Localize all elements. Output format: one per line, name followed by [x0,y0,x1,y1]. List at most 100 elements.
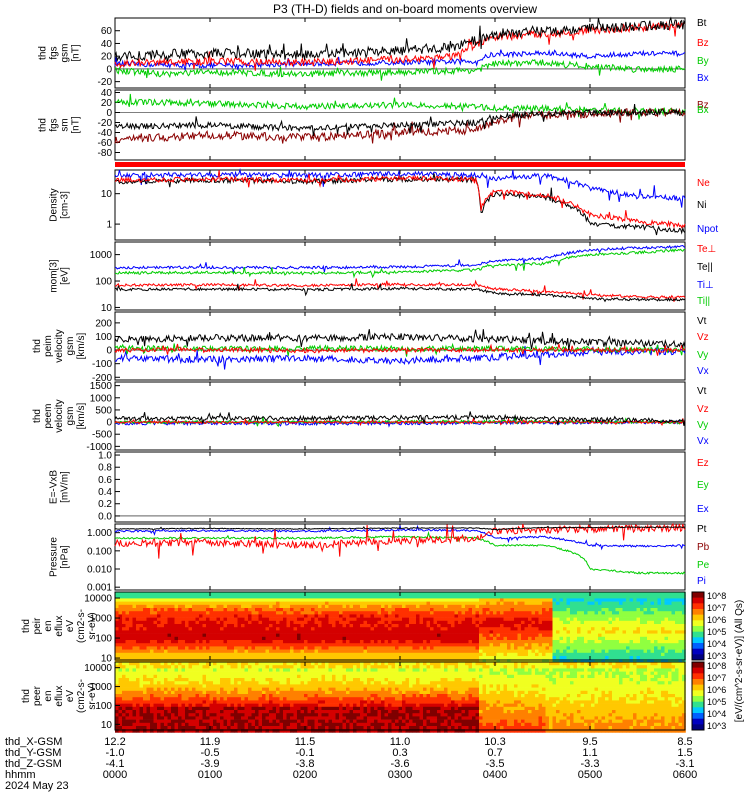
spectrogram-cell [153,674,158,679]
spectrogram-cell [262,640,266,644]
spectrogram-cell [234,668,238,672]
spectrogram-cell [629,627,634,631]
spectrogram-cell [265,636,270,641]
spectrogram-cell [440,656,445,660]
spectrogram-cell [279,624,284,628]
spectrogram-cell [437,659,441,663]
spectrogram-cell [293,656,298,660]
spectrogram-cell [286,681,291,685]
spectrogram-cell [678,643,683,647]
spectrogram-cell [157,620,161,625]
spectrogram-cell [255,617,259,622]
spectrogram-cell [395,633,399,638]
spectrogram-cell [339,640,343,644]
spectrogram-cell [209,729,214,733]
spectrogram-cell [153,659,158,663]
spectrogram-cell [601,633,606,638]
spectrogram-cell [559,636,564,641]
spectrogram-cell [468,604,473,609]
spectrogram-cell [195,656,200,660]
spectrogram-cell [248,719,252,724]
spectrogram-cell [209,668,214,672]
spectrogram-cell [384,601,389,606]
spectrogram-cell [405,617,410,622]
spectrogram-cell [164,678,168,682]
spectrogram-cell [272,662,277,666]
spectrogram-cell [349,656,354,660]
spectrogram-cell [223,646,228,650]
spectrogram-cell [160,656,165,660]
spectrogram-cell [594,614,599,618]
spectrogram-cell [276,620,280,625]
spectrogram-cell [178,674,182,679]
spectrogram-cell [164,700,168,704]
spectrogram-cell [199,706,203,711]
spectrogram-cell [377,614,382,618]
spectrogram-cell [251,649,256,654]
spectrogram-cell [160,611,165,615]
spectrogram-cell [507,640,511,644]
spectrogram-cell [115,620,119,625]
spectrogram-cell [223,656,228,660]
spectrogram-cell [227,608,231,612]
spectrogram-cell [269,611,273,615]
spectrogram-cell [297,649,301,654]
spectrogram-cell [461,659,466,663]
spectrogram-cell [503,592,508,596]
spectrogram-cell [668,643,672,647]
spectrogram-cell [283,700,287,704]
spectrogram-cell [160,687,165,692]
spectrogram-cell [230,640,235,644]
spectrogram-cell [290,633,294,638]
spectrogram-cell [290,595,294,599]
spectrogram-cell [181,678,186,682]
spectrogram-cell [192,595,196,599]
spectrogram-cell [496,640,501,644]
spectrogram-cell [251,640,256,644]
spectrogram-cell [570,656,574,660]
spectrogram-cell [192,674,196,679]
spectrogram-cell [213,687,217,692]
spectrogram-cell [349,608,354,612]
spectrogram-cell [601,595,606,599]
spectrogram-cell [206,656,210,660]
spectrogram-cell [409,614,413,618]
spectrogram-cell [682,630,686,634]
spectrogram-cell [342,624,347,628]
spectrogram-cell [223,678,228,682]
spectrogram-cell [269,617,273,622]
spectrogram-cell [115,640,119,644]
spectrogram-cell [286,665,291,669]
spectrogram-cell [328,656,333,660]
spectrogram-cell [608,627,613,631]
spectrogram-cell [143,652,147,657]
spectrogram-cell [206,726,210,730]
spectrogram-cell [251,678,256,682]
spectrogram-cell [622,646,627,650]
spectrogram-cell [395,627,399,631]
spectrogram-cell [643,630,648,634]
spectrogram-cell [549,636,553,641]
spectrogram-cell [311,611,315,615]
spectrogram-cell [171,643,175,647]
y-axis-label: velocity [54,399,65,432]
spectrogram-cell [664,640,669,644]
spectrogram-cell [402,614,406,618]
spectrogram-cell [591,652,595,657]
spectrogram-cell [167,604,172,609]
spectrogram-cell [160,627,165,631]
spectrogram-cell [209,652,214,657]
spectrogram-cell [223,627,228,631]
spectrogram-cell [293,608,298,612]
y-tick-label: 1000 [90,614,113,625]
spectrogram-cell [178,668,182,672]
legend-entry: Vt [697,316,707,327]
spectrogram-cell [444,598,448,602]
spectrogram-cell [549,640,553,644]
spectrogram-cell [199,719,203,724]
spectrogram-cell [143,611,147,615]
spectrogram-cell [283,604,287,609]
spectrogram-cell [437,640,441,644]
spectrogram-cell [283,643,287,647]
spectrogram-cell [447,604,452,609]
